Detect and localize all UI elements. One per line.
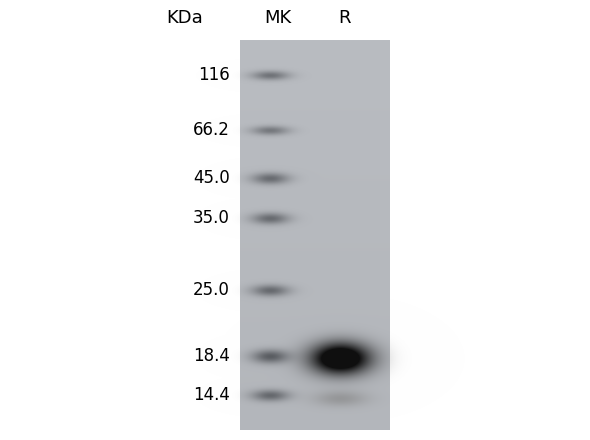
Text: MK: MK (264, 9, 291, 27)
Text: R: R (339, 9, 351, 27)
Text: 25.0: 25.0 (193, 281, 230, 299)
Text: 18.4: 18.4 (193, 347, 230, 365)
Text: KDa: KDa (166, 9, 204, 27)
Text: 45.0: 45.0 (194, 169, 230, 187)
Text: 35.0: 35.0 (193, 209, 230, 227)
Text: 14.4: 14.4 (193, 386, 230, 404)
Text: 66.2: 66.2 (193, 121, 230, 139)
Text: 116: 116 (198, 66, 230, 84)
